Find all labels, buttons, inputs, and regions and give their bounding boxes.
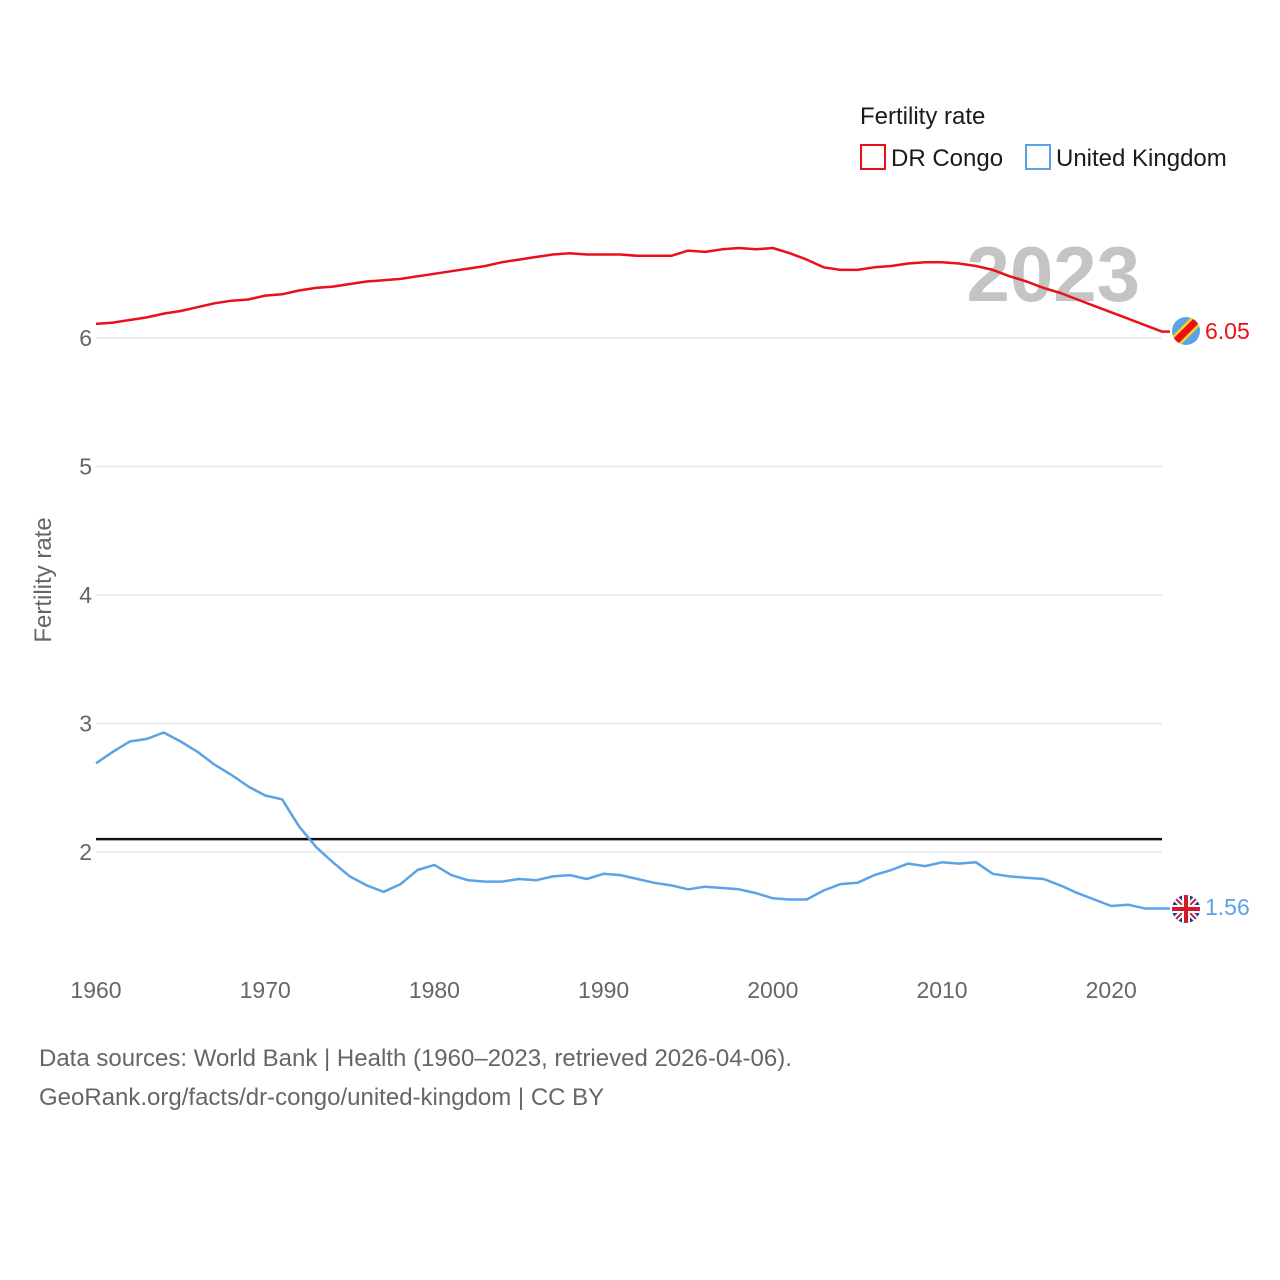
x-tick-label: 1980 [409, 977, 460, 1003]
series-line-dr-congo[interactable] [95, 246, 1170, 333]
legend-title: Fertility rate [860, 103, 985, 130]
y-tick-label: 5 [79, 454, 92, 480]
x-tick-label: 2000 [747, 977, 798, 1003]
legend-label-dr-congo: DR Congo [891, 145, 1003, 172]
x-tick-label: 2010 [916, 977, 967, 1003]
y-tick-label: 2 [79, 839, 92, 865]
dr-congo-flag-icon [1172, 317, 1200, 345]
legend-item-dr-congo[interactable]: DR Congo [860, 144, 1003, 172]
source-line-2[interactable]: GeoRank.org/facts/dr-congo/united-kingdo… [39, 1084, 605, 1111]
series-line-united-kingdom[interactable] [95, 731, 1170, 910]
series-lines [95, 246, 1170, 910]
legend: Fertility rate DR Congo United Kingdom [860, 103, 1227, 172]
y-tick-label: 4 [79, 582, 92, 608]
x-tick-label: 2020 [1086, 977, 1137, 1003]
x-tick-label: 1960 [70, 977, 121, 1003]
axis-ticks: 2 3 4 5 6 1960 1970 1980 1990 2000 2010 2020 [70, 325, 1136, 1003]
united-kingdom-flag-icon [1172, 895, 1200, 923]
x-tick-label: 1990 [578, 977, 629, 1003]
united-kingdom-end-value: 1.56 [1205, 894, 1250, 920]
legend-item-united-kingdom[interactable]: United Kingdom [1025, 144, 1227, 172]
y-tick-label: 6 [79, 325, 92, 351]
legend-swatch-dr-congo [860, 144, 886, 170]
legend-label-united-kingdom: United Kingdom [1056, 145, 1227, 172]
dr-congo-end-value: 6.05 [1205, 318, 1250, 344]
source-line-1: Data sources: World Bank | Health (1960–… [39, 1045, 792, 1072]
legend-swatch-united-kingdom [1025, 144, 1051, 170]
year-label: 2023 [966, 230, 1140, 318]
y-tick-label: 3 [79, 711, 92, 737]
y-axis-title: Fertility rate [30, 517, 57, 642]
x-tick-label: 1970 [240, 977, 291, 1003]
gridlines [96, 337, 1162, 853]
